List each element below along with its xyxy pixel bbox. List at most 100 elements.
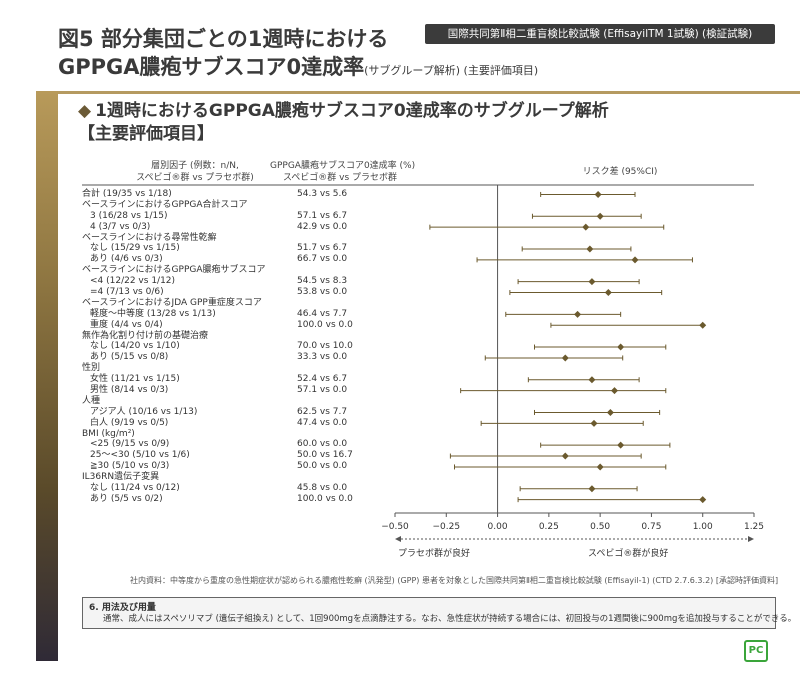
arrow-left-icon bbox=[395, 536, 401, 542]
subgroup-label: あり (4/6 vs 0/3) bbox=[90, 254, 163, 265]
table-row: ベースラインにおけるJDA GPP重症度スコア bbox=[82, 298, 392, 309]
usage-heading: 6. 用法及び用量 bbox=[89, 603, 156, 613]
factor-column-header: 層別因子 (例数：n/N, スペビゴ®群 vs プラセボ群) bbox=[120, 160, 270, 184]
figure-title-line2: GPPGA膿疱サブスコア0達成率(サブグループ解析) (主要評価項目) bbox=[58, 53, 538, 85]
table-row: <4 (12/22 vs 1/12) 54.5 vs 8.3 bbox=[82, 276, 392, 287]
table-row: なし (14/20 vs 1/10) 70.0 vs 10.0 bbox=[82, 341, 392, 352]
table-row: あり (5/15 vs 0/8) 33.3 vs 0.0 bbox=[82, 352, 392, 363]
table-row: なし (15/29 vs 1/15) 51.7 vs 6.7 bbox=[82, 243, 392, 254]
rate-value: 42.9 vs 0.0 bbox=[297, 221, 348, 232]
point-estimate-marker bbox=[596, 212, 604, 220]
point-estimate-marker bbox=[631, 256, 639, 264]
direction-left-label: プラセボ群が良好 bbox=[398, 549, 471, 559]
section-title-line1: ◆ 1週時におけるGPPGA膿疱サブスコア0達成率のサブグループ解析 bbox=[78, 100, 609, 123]
table-row: ベースラインにおけるGPPGA膿疱サブスコア bbox=[82, 265, 392, 276]
sidebar-accent-bar bbox=[36, 91, 58, 661]
point-estimate-marker bbox=[586, 245, 594, 253]
figure-title-main: GPPGA膿疱サブスコア0達成率 bbox=[58, 55, 365, 79]
subgroup-label: なし (15/29 vs 1/15) bbox=[90, 243, 180, 254]
source-note: 社内資料：中等度から重度の急性期症状が認められる膿疱性乾癬 (汎発型) (GPP… bbox=[130, 576, 779, 585]
rate-value: 45.8 vs 0.0 bbox=[297, 483, 348, 494]
point-estimate-marker bbox=[617, 343, 625, 351]
point-estimate-marker bbox=[606, 408, 614, 416]
table-row: =4 (7/13 vs 0/6) 53.8 vs 0.0 bbox=[82, 287, 392, 298]
table-row: ベースラインにおける尋常性乾癬 bbox=[82, 233, 392, 244]
point-estimate-marker bbox=[699, 496, 707, 504]
point-estimate-marker bbox=[611, 387, 619, 395]
rate-value: 60.0 vs 0.0 bbox=[297, 439, 348, 450]
table-row: 合計 (19/35 vs 1/18) 54.3 vs 5.6 bbox=[82, 189, 392, 200]
point-estimate-marker bbox=[590, 419, 598, 427]
point-estimate-marker bbox=[582, 223, 590, 231]
table-row: ベースラインにおけるGPPGA合計スコア bbox=[82, 200, 392, 211]
point-estimate-marker bbox=[699, 321, 707, 329]
subgroup-label: 男性 (8/14 vs 0/3) bbox=[90, 385, 169, 396]
rate-value: 50.0 vs 0.0 bbox=[297, 461, 348, 472]
subgroup-label: 無作為化割り付け前の基礎治療 bbox=[82, 330, 209, 341]
point-estimate-marker bbox=[617, 441, 625, 449]
subgroup-label: 4 (3/7 vs 0/3) bbox=[90, 221, 151, 232]
subgroup-label: ベースラインにおけるGPPGA膿疱サブスコア bbox=[82, 265, 266, 276]
point-estimate-marker bbox=[596, 463, 604, 471]
rate-value: 54.3 vs 5.6 bbox=[297, 189, 348, 199]
subgroup-label: 女性 (11/21 vs 1/15) bbox=[90, 374, 180, 385]
table-row: あり (5/5 vs 0/2) 100.0 vs 0.0 bbox=[82, 494, 392, 505]
subgroup-rows: 合計 (19/35 vs 1/18) 54.3 vs 5.6 ベースラインにおけるG… bbox=[82, 189, 392, 505]
rate-value: 46.4 vs 7.7 bbox=[297, 308, 348, 319]
subgroup-label: 軽度～中等度 (13/28 vs 1/13) bbox=[90, 308, 216, 319]
subgroup-label: なし (14/20 vs 1/10) bbox=[90, 341, 180, 352]
rate-header-line1: GPPGA膿疱サブスコア0達成率 (%) bbox=[270, 161, 416, 171]
figure-title: 図5 部分集団ごとの1週時における GPPGA膿疱サブスコア0達成率(サブグルー… bbox=[58, 25, 538, 85]
usage-box: 6. 用法及び用量 通常、成人にはスペソリマブ (遺伝子組換え) として、1回9… bbox=[82, 597, 796, 629]
subgroup-label: <25 (9/15 vs 0/9) bbox=[90, 439, 170, 450]
table-row: BMI (kg/m²) bbox=[82, 429, 392, 440]
table-row: アジア人 (10/16 vs 1/13) 62.5 vs 7.7 bbox=[82, 407, 392, 418]
table-row: 3 (16/28 vs 1/15) 57.1 vs 6.7 bbox=[82, 211, 392, 222]
table-row: 軽度～中等度 (13/28 vs 1/13) 46.4 vs 7.7 bbox=[82, 309, 392, 320]
point-estimate-marker bbox=[588, 278, 596, 286]
figure-title-line1: 図5 部分集団ごとの1週時における bbox=[58, 27, 389, 51]
table-row: 4 (3/7 vs 0/3) 42.9 vs 0.0 bbox=[82, 222, 392, 233]
table-row: 性別 bbox=[82, 363, 392, 374]
point-estimate-marker bbox=[594, 190, 602, 198]
point-estimate-marker bbox=[604, 289, 612, 297]
rate-value: 54.5 vs 8.3 bbox=[297, 276, 348, 287]
header-divider bbox=[58, 91, 800, 94]
usage-text: 通常、成人にはスペソリマブ (遺伝子組換え) として、1回900mgを点滴静注す… bbox=[103, 614, 797, 624]
x-tick-label: 0.75 bbox=[641, 522, 661, 532]
subgroup-label: あり (5/15 vs 0/8) bbox=[90, 352, 169, 363]
point-estimate-marker bbox=[588, 485, 596, 493]
arrow-right-icon bbox=[748, 536, 754, 542]
subgroup-label: 合計 (19/35 vs 1/18) bbox=[82, 189, 172, 199]
rate-value: 51.7 vs 6.7 bbox=[297, 243, 348, 254]
table-row: 人種 bbox=[82, 396, 392, 407]
point-estimate-marker bbox=[574, 310, 582, 318]
x-tick-label: −0.25 bbox=[432, 522, 460, 532]
x-tick-label: 0.50 bbox=[590, 522, 610, 532]
table-row: 女性 (11/21 vs 1/15) 52.4 vs 6.7 bbox=[82, 374, 392, 385]
point-estimate-marker bbox=[588, 376, 596, 384]
diamond-bullet-icon: ◆ bbox=[78, 101, 92, 121]
x-tick-label: −0.50 bbox=[381, 522, 409, 532]
subgroup-label: 重度 (4/4 vs 0/4) bbox=[90, 319, 163, 330]
rate-value: 57.1 vs 6.7 bbox=[297, 210, 348, 221]
table-row: 無作為化割り付け前の基礎治療 bbox=[82, 331, 392, 342]
rate-value: 70.0 vs 10.0 bbox=[297, 341, 353, 352]
section-title-line2: 【主要評価項目】 bbox=[78, 124, 214, 144]
subgroup-label: あり (5/5 vs 0/2) bbox=[90, 493, 163, 504]
rate-value: 100.0 vs 0.0 bbox=[297, 319, 353, 330]
rate-header-line2: スペビゴ®群 vs プラセボ群 bbox=[282, 173, 398, 183]
trial-badge: 国際共同第Ⅱ相二重盲検比較試験 (EffisayilTM 1試験) (検証試験) bbox=[425, 24, 775, 44]
subgroup-label: ≧30 (5/10 vs 0/3) bbox=[90, 461, 170, 472]
rate-value: 33.3 vs 0.0 bbox=[297, 352, 348, 363]
subgroup-label: ベースラインにおけるJDA GPP重症度スコア bbox=[82, 297, 262, 308]
point-estimate-marker bbox=[561, 354, 569, 362]
section-title-text: 1週時におけるGPPGA膿疱サブスコア0達成率のサブグループ解析 bbox=[95, 101, 609, 121]
subgroup-label: 人種 bbox=[82, 395, 101, 406]
subgroup-label: 25～<30 (5/10 vs 1/6) bbox=[90, 450, 190, 461]
table-row: 白人 (9/19 vs 0/5) 47.4 vs 0.0 bbox=[82, 418, 392, 429]
x-tick-label: 0.25 bbox=[539, 522, 559, 532]
rate-value: 100.0 vs 0.0 bbox=[297, 493, 353, 504]
direction-right-label: スペビゴ®群が良好 bbox=[588, 549, 669, 559]
